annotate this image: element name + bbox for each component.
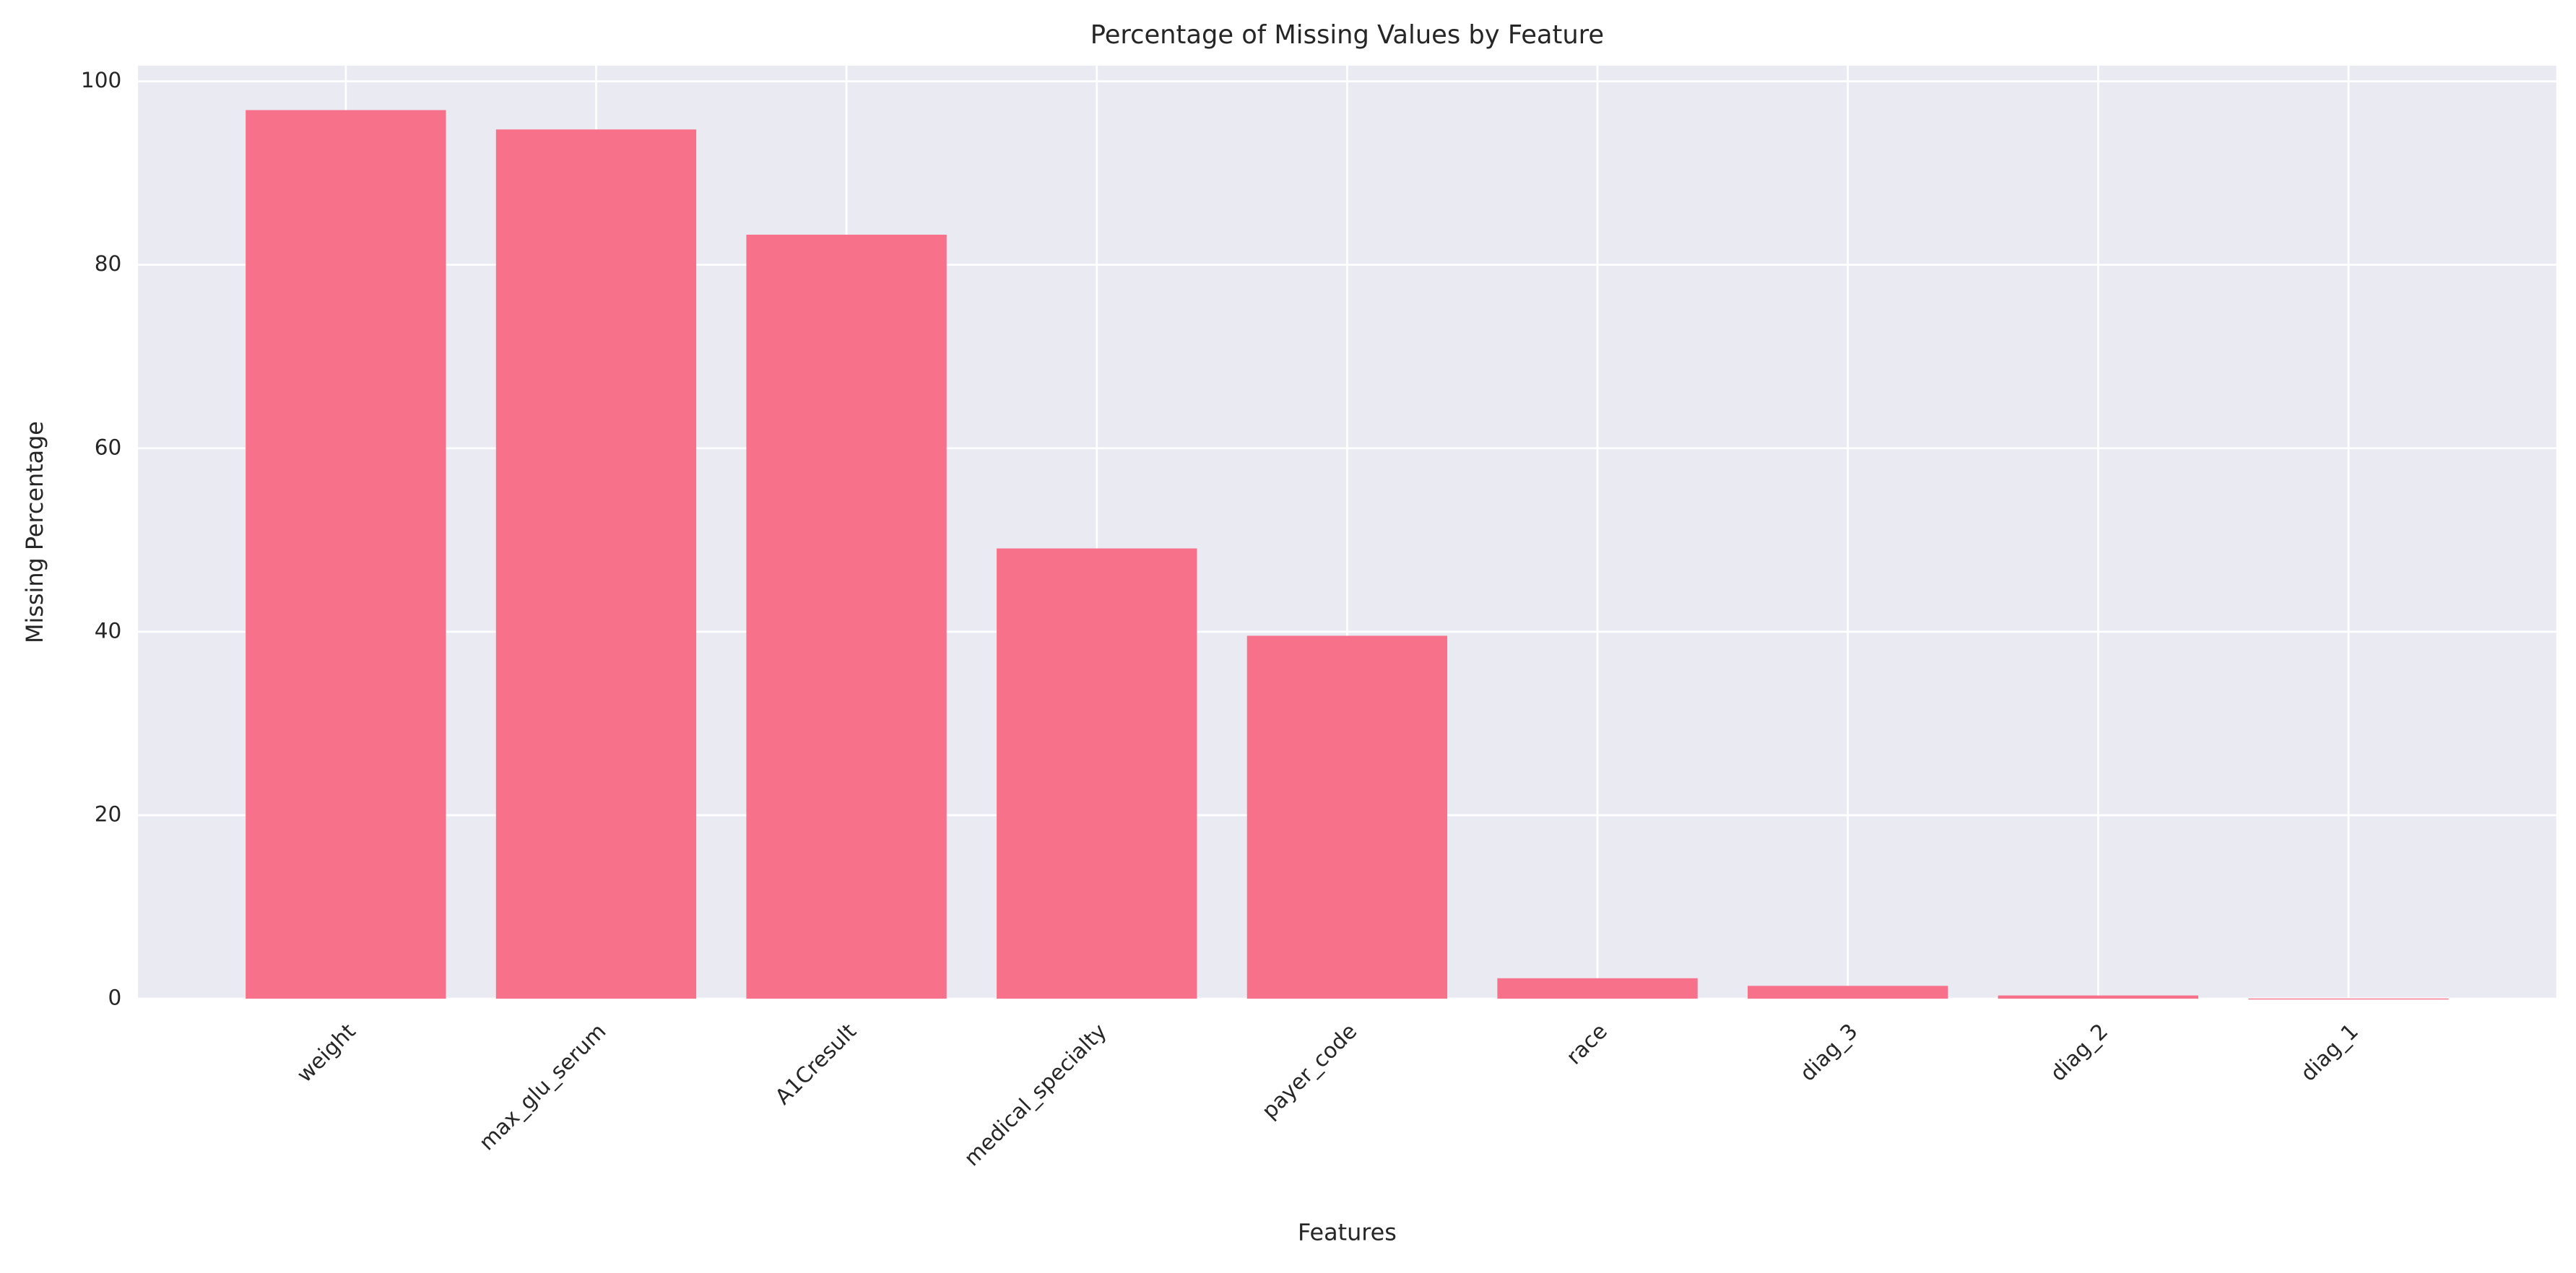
bar <box>495 129 697 999</box>
y-tick-label: 100 <box>81 68 121 92</box>
y-tick-label: 40 <box>95 618 122 643</box>
y-tick-label: 60 <box>95 435 122 459</box>
bars <box>246 110 2449 1000</box>
bar <box>1998 995 2198 999</box>
y-tick-label: 80 <box>95 251 122 276</box>
bar <box>246 110 446 999</box>
y-tick-label: 20 <box>95 802 122 827</box>
x-axis-label: Features <box>1298 1218 1397 1246</box>
bar <box>1246 635 1448 999</box>
y-axis-label: Missing Percentage <box>21 421 48 643</box>
bar <box>1748 986 1948 999</box>
bar <box>997 548 1197 999</box>
y-tick-label: 0 <box>108 986 122 1010</box>
bar <box>746 235 947 999</box>
chart-title: Percentage of Missing Values by Feature <box>1090 20 1604 50</box>
bar <box>1497 978 1698 999</box>
